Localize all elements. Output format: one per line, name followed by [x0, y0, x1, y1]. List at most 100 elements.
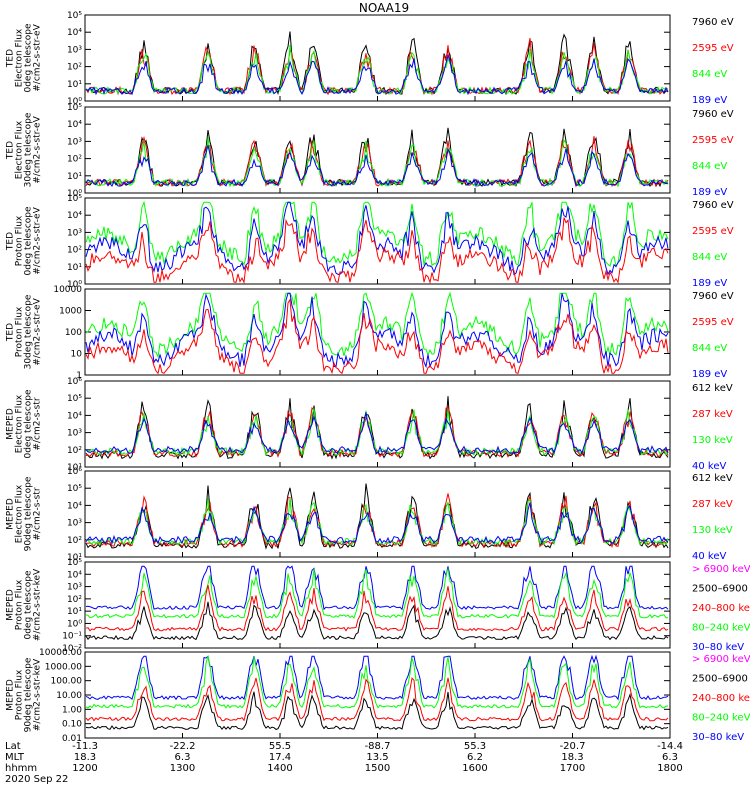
series-trace: [85, 498, 669, 547]
y-axis-label: MEPEDElectron Flux90deg telescope#/cm2-s…: [6, 476, 43, 551]
y-tick-label: 100.00: [51, 677, 83, 687]
panel-2: 10⁰ 10¹ 10² 10³ 10⁴ 10⁵ TEDElectron Flux30deg …: [6, 103, 734, 199]
series-trace: [85, 567, 669, 619]
x-tick-mlt: 6.3: [175, 752, 191, 763]
chart-title: NOAA19: [359, 1, 409, 15]
series-trace: [85, 656, 669, 709]
legend-entry: 2500–6900: [692, 674, 748, 685]
y-tick-label: 10⁵: [67, 484, 82, 494]
x-tick-mlt: 6.3: [662, 752, 678, 763]
legend-entry: 80–240 keV: [692, 713, 750, 724]
y-tick-label: 10²: [67, 63, 82, 73]
x-tick-mlt: 17.4: [269, 752, 291, 763]
y-tick-label: 10³: [67, 429, 82, 439]
series-trace: [85, 396, 669, 460]
x-tick-lat: 55.5: [269, 741, 291, 752]
y-tick-label: 10⁵: [67, 103, 82, 113]
y-tick-label: 10²: [67, 536, 82, 546]
x-tick-time: 1700: [560, 763, 585, 774]
legend-entry: 189 eV: [692, 278, 727, 289]
x-tick-lat: -14.4: [657, 741, 683, 752]
x-tick-lat: -11.3: [72, 741, 98, 752]
x-tick-lat: 55.3: [464, 741, 486, 752]
series-trace: [85, 412, 669, 455]
x-row-label: MLT: [5, 752, 25, 763]
date-label: 2020 Sep 22: [5, 774, 68, 785]
legend-entry: 40 keV: [692, 551, 726, 562]
legend-entry: 7960 eV: [692, 109, 734, 120]
y-tick-label: 10⁶: [67, 467, 82, 477]
legend-entry: 30–80 keV: [692, 642, 744, 653]
series-trace: [85, 145, 669, 188]
x-tick-mlt: 6.2: [467, 752, 483, 763]
legend-entry: 612 keV: [692, 473, 733, 484]
panel-6: 10¹ 10² 10³ 10⁴ 10⁵ 10⁶ MEPEDElectron Flux90de…: [6, 467, 733, 563]
x-tick-lat: -22.2: [170, 741, 196, 752]
series-trace: [85, 53, 669, 96]
y-tick-label: 1.00: [62, 705, 82, 715]
legend-entry: 844 eV: [692, 161, 727, 172]
x-row-label: hhmm: [5, 763, 37, 774]
y-tick-label: 10⁶: [67, 377, 82, 387]
legend-entry: 287 keV: [692, 499, 733, 510]
y-tick-label: 10⁻²: [62, 644, 82, 654]
legend-entry: 240–800 keV: [692, 603, 750, 614]
y-tick-label: 10²: [67, 246, 82, 256]
y-tick-label: 10¹: [67, 172, 82, 182]
panel-frame: [84, 561, 671, 649]
series-trace: [85, 200, 669, 268]
y-axis-label: MEPEDProton Flux0deg telescope#/cm2-s-st…: [6, 568, 43, 641]
y-tick-label: 10⁰: [67, 280, 82, 290]
legend-entry: 80–240 keV: [692, 623, 750, 634]
legend-entry: 240–800 keV: [692, 693, 750, 704]
y-tick-label: 10²: [67, 155, 82, 165]
x-tick-time: 1200: [72, 763, 97, 774]
series-trace: [85, 654, 669, 701]
y-tick-label: 0.01: [62, 734, 82, 744]
series-trace: [85, 217, 669, 285]
legend-entry: 7960 eV: [692, 200, 734, 211]
legend-entry: 2500–6900: [692, 584, 748, 595]
legend-entry: 130 keV: [692, 525, 733, 536]
series-trace: [85, 502, 669, 545]
legend-entry: 2595 eV: [692, 226, 734, 237]
series-trace: [85, 135, 669, 188]
y-tick-label: 10⁴: [67, 411, 82, 421]
y-tick-label: 1: [76, 371, 82, 381]
panel-8: 0.01 0.10 1.00 10.00 100.00 1000.00 10000.00ME…: [6, 648, 750, 744]
y-tick-label: 1000: [59, 307, 82, 317]
y-tick-label: 10: [71, 350, 83, 360]
y-tick-label: 10000.00: [39, 648, 82, 658]
panel-1: 10⁰ 10¹ 10² 10³ 10⁴ 10⁵ TEDElectron Flux0deg t…: [6, 11, 734, 107]
y-tick-label: 10⁴: [67, 211, 82, 221]
y-axis-label: TEDProton Flux0deg telescope#/cm2-s-str-…: [6, 206, 43, 276]
y-tick-label: 10.00: [56, 691, 82, 701]
x-tick-mlt: 18.3: [74, 752, 96, 763]
y-axis-label: TEDProton Flux30deg telescope#/cm2-s-str…: [6, 294, 43, 369]
series-trace: [85, 408, 669, 457]
x-tick-time: 1800: [657, 763, 682, 774]
panel-frame: [84, 651, 671, 739]
legend-entry: 844 eV: [692, 252, 727, 263]
y-axis-label: TEDElectron Flux0deg telescope#/cm2-s-st…: [6, 23, 43, 93]
y-tick-label: 10⁴: [67, 501, 82, 511]
panel-4: 1 10 100 1000 10000 TEDProton Flux30deg teles…: [6, 285, 734, 381]
y-tick-label: 10²: [67, 595, 82, 605]
series-trace: [85, 601, 669, 641]
y-tick-label: 10³: [67, 228, 82, 238]
x-tick-time: 1500: [365, 763, 390, 774]
y-tick-label: 10⁴: [67, 28, 82, 38]
panel-frame: [84, 197, 671, 285]
legend-entry: > 6900 keV: [692, 654, 750, 665]
panels-group: 10⁰ 10¹ 10² 10³ 10⁴ 10⁵ TEDElectron Flux0deg t…: [6, 11, 750, 744]
series-trace: [85, 127, 669, 188]
y-tick-label: 10⁴: [67, 120, 82, 130]
panel-7: 10⁻² 10⁻¹ 10⁰ 10¹ 10² 10³ 10⁴ 10⁵ MEPEDProton Fl…: [6, 558, 750, 654]
series-trace: [85, 298, 669, 375]
y-tick-label: 10¹: [67, 80, 82, 90]
y-tick-label: 1000.00: [45, 662, 82, 672]
series-trace: [85, 137, 669, 188]
series-trace: [85, 44, 669, 96]
y-tick-label: 10⁵: [67, 194, 82, 204]
y-tick-label: 10⁰: [67, 189, 82, 199]
